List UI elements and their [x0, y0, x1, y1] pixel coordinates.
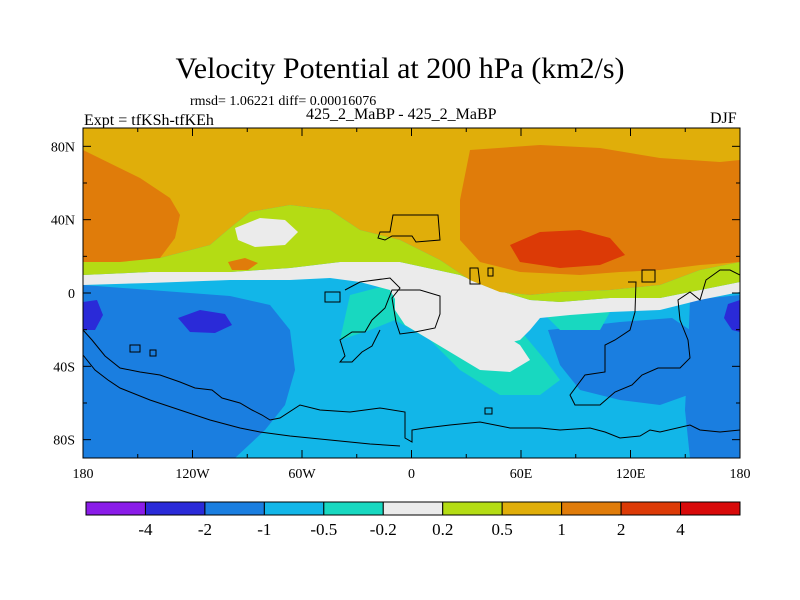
level-band-neg4-neg2: [83, 300, 103, 330]
season-label: DJF: [710, 110, 737, 127]
y-tick-label: 40N: [51, 214, 75, 229]
coastline-east-asia-australia: [569, 269, 740, 406]
level-band-pos1-pos2: [83, 150, 180, 262]
colorbar-label: 2: [617, 520, 626, 539]
level-band-pos2-pos4: [510, 230, 625, 268]
colorbar-swatch: [501, 501, 563, 516]
rmsd-diff-stats: rmsd= 1.06221 diff= 0.00016076: [190, 94, 377, 109]
coastline-gulf: [324, 291, 341, 303]
contour-field: [83, 128, 740, 458]
level-band-pos1-pos2: [228, 258, 258, 270]
coastline-island: [149, 349, 157, 357]
x-tick-label: 60E: [510, 467, 533, 482]
chart-title: Velocity Potential at 200 hPa (km2/s): [175, 52, 625, 85]
x-tick-label: 120W: [175, 467, 210, 482]
coastline-europe: [377, 214, 441, 243]
colorbar-label: -1: [257, 520, 271, 539]
colorbar-label: 0.5: [492, 520, 513, 539]
level-band-neg2-neg1: [548, 318, 690, 405]
colorbar-label: -2: [198, 520, 212, 539]
axis-ticks: 180 120W 60W 0 60E 120E 180 80N 40N 0 40S 80S: [51, 128, 751, 482]
colorbar-swatch: [620, 501, 682, 516]
level-band-neg02-pos02: [235, 218, 298, 247]
colorbar-swatch: [323, 501, 384, 516]
colorbar-swatch: [263, 501, 325, 516]
colorbar: -4 -2 -1 -0.5 -0.2 0.2 0.5 1 2 4: [85, 501, 741, 539]
coastline-arabia: [469, 267, 481, 285]
colorbar-swatch: [382, 501, 444, 516]
colorbar-label: -0.5: [310, 520, 337, 539]
level-band-neg2-neg1: [83, 285, 295, 458]
case-comparison-label: 425_2_MaBP - 425_2_MaBP: [306, 106, 497, 123]
y-tick-label: 0: [68, 287, 75, 302]
level-band-neg4-neg2: [724, 300, 740, 332]
y-tick-label: 80S: [53, 434, 75, 449]
colorbar-swatch: [204, 501, 265, 516]
level-band-neg2-neg1: [685, 295, 740, 458]
x-tick-label: 120E: [616, 467, 646, 482]
colorbar-label: 0.2: [432, 520, 453, 539]
coastline-antarctica: [83, 329, 740, 443]
colorbar-label: 4: [676, 520, 685, 539]
experiment-label: Expt = tfKSh-tfKEh: [84, 112, 214, 129]
colorbar-swatch: [85, 501, 146, 516]
colorbar-swatch: [680, 501, 741, 516]
coastlines: [83, 214, 740, 447]
colorbar-swatch: [144, 501, 206, 516]
coastline-island: [129, 344, 141, 353]
x-tick-label: 0: [408, 467, 415, 482]
y-tick-label: 40S: [53, 360, 75, 375]
colorbar-swatch: [442, 501, 503, 516]
x-tick-label: 180: [730, 467, 751, 482]
colorbar-label: -4: [138, 520, 153, 539]
colorbar-label: 1: [557, 520, 566, 539]
level-band-neg4-neg2: [178, 310, 232, 333]
coastline-island: [487, 267, 494, 277]
y-tick-label: 80N: [51, 140, 75, 155]
coastline-africa: [338, 277, 441, 363]
colorbar-label: -0.2: [370, 520, 397, 539]
colorbar-swatch: [561, 501, 622, 516]
coastline-south-america: [83, 354, 401, 447]
x-tick-label: 60W: [288, 467, 316, 482]
x-tick-label: 180: [73, 467, 94, 482]
coastline-island: [484, 407, 493, 415]
coastline-japan: [641, 269, 656, 283]
level-band-neg02-pos02: [395, 288, 530, 372]
